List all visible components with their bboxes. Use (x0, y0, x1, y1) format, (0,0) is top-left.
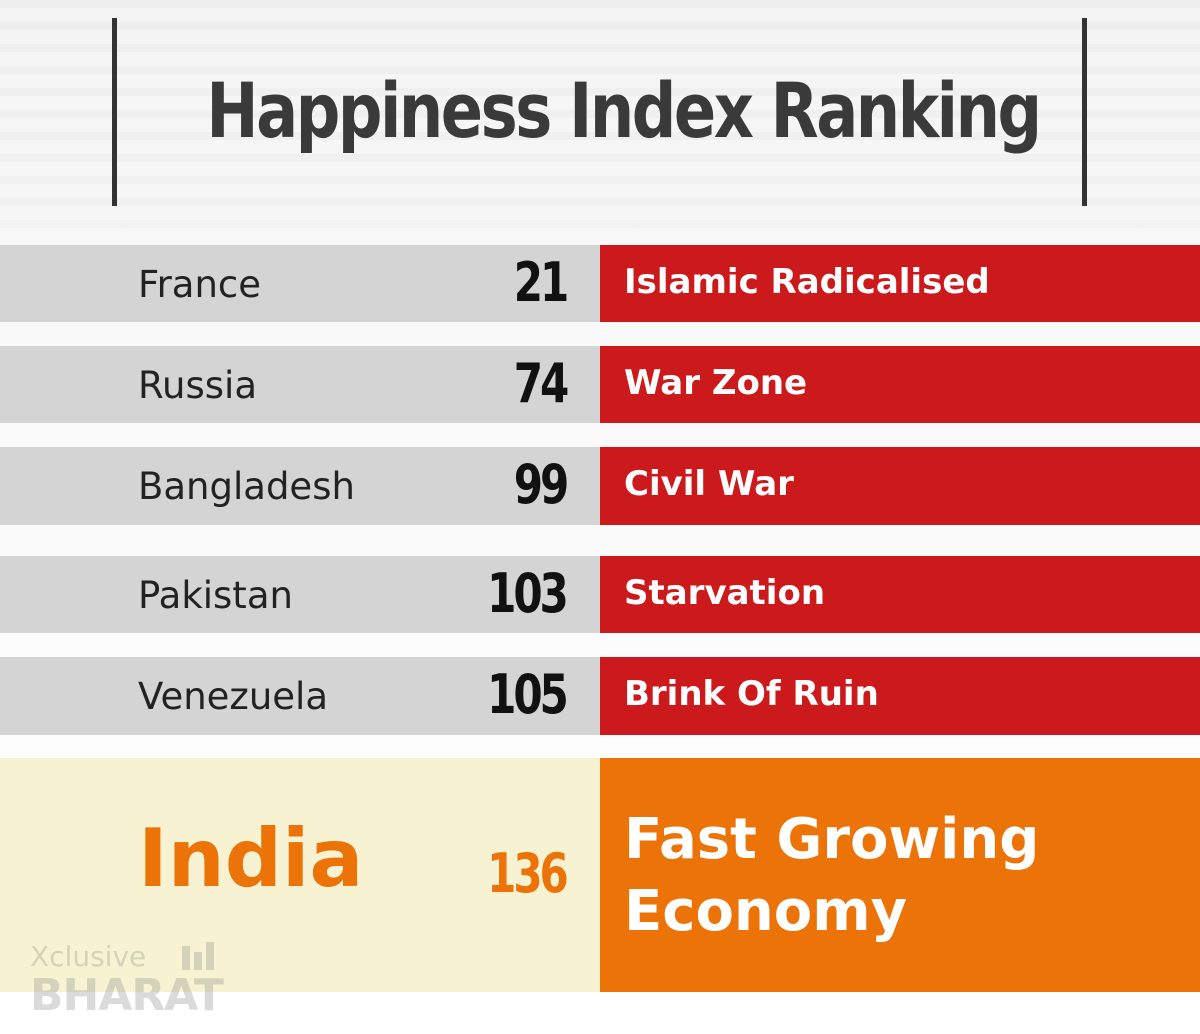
highlight-country-name: India (138, 812, 364, 905)
highlight-row-left: India 136 (0, 758, 600, 992)
ranking-row-left: France 21 (0, 245, 600, 322)
ranking-row-left: Bangladesh 99 (0, 447, 600, 525)
ranking-row-bangladesh: Bangladesh 99 Civil War (0, 447, 1200, 525)
status-label: Starvation (624, 573, 826, 613)
ranking-row-france: France 21 Islamic Radicalised (0, 245, 1200, 322)
rank-number: 74 (513, 352, 570, 415)
ranking-row-left: Russia 74 (0, 346, 600, 423)
country-name: Venezuela (138, 675, 329, 718)
country-name: Russia (138, 364, 258, 407)
status-label: War Zone (624, 363, 808, 403)
brand-watermark: Xclusive BHARAT (30, 940, 250, 1030)
ranking-row-right: Islamic Radicalised (600, 245, 1200, 322)
status-label: Islamic Radicalised (624, 262, 990, 302)
ranking-row-right: War Zone (600, 346, 1200, 423)
rank-number: 105 (487, 663, 569, 726)
rank-number: 103 (487, 562, 569, 625)
rank-number: 99 (513, 453, 570, 516)
ranking-row-right: Starvation (600, 556, 1200, 633)
ranking-row-right: Brink Of Ruin (600, 657, 1200, 735)
watermark-logo-icon (182, 942, 214, 970)
status-label: Brink Of Ruin (624, 674, 879, 714)
watermark-text-top: Xclusive (30, 940, 147, 973)
ranking-row-india: India 136 Fast Growing Economy (0, 758, 1200, 992)
ranking-row-venezuela: Venezuela 105 Brink Of Ruin (0, 657, 1200, 735)
rank-number: 21 (513, 251, 570, 314)
country-name: France (138, 263, 262, 306)
ranking-row-left: Venezuela 105 (0, 657, 600, 735)
status-label: Civil War (624, 464, 794, 504)
ranking-row-left: Pakistan 103 (0, 556, 600, 633)
header-background (0, 0, 1200, 240)
title-divider-right (1082, 18, 1087, 206)
ranking-row-pakistan: Pakistan 103 Starvation (0, 556, 1200, 633)
ranking-row-russia: Russia 74 War Zone (0, 346, 1200, 423)
country-name: Bangladesh (138, 465, 355, 508)
highlight-rank-number: 136 (487, 842, 569, 905)
page-title: Happiness Index Ranking (206, 66, 1042, 155)
ranking-row-right: Civil War (600, 447, 1200, 525)
watermark-text-bottom: BHARAT (30, 970, 224, 1021)
title-divider-left (112, 18, 117, 206)
highlight-row-right: Fast Growing Economy (600, 758, 1200, 992)
highlight-status-label: Fast Growing Economy (624, 807, 1040, 944)
country-name: Pakistan (138, 574, 293, 617)
